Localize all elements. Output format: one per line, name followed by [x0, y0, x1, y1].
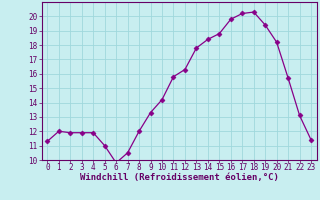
X-axis label: Windchill (Refroidissement éolien,°C): Windchill (Refroidissement éolien,°C) [80, 173, 279, 182]
